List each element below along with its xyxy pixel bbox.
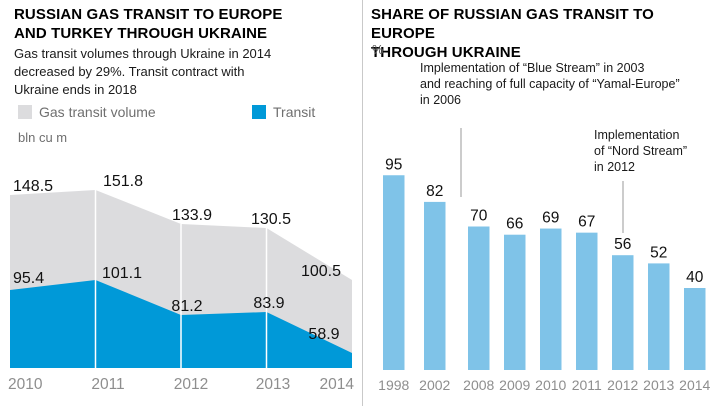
- left-chart-panel: RUSSIAN GAS TRANSIT TO EUROPE AND TURKEY …: [8, 5, 355, 393]
- bar-2002: [424, 201, 446, 370]
- bar-2009: [504, 234, 526, 370]
- x-axis-year-label: 2013: [643, 377, 674, 393]
- x-axis-year-label: 2011: [91, 376, 124, 393]
- text-line: Implementation of “Blue Stream” in 2003: [420, 61, 645, 75]
- bar-value-label: 70: [470, 208, 488, 225]
- annotation-blue-stream-yamal-europe: Implementation of “Blue Stream” in 2003 a…: [420, 60, 680, 108]
- bar-2013: [648, 263, 670, 370]
- x-axis-year-label: 2002: [419, 377, 450, 393]
- bar-value-label: 67: [578, 214, 595, 231]
- gas-volume-value-label: 151.8: [103, 173, 143, 190]
- left-chart-unit-label: bln cu m: [18, 130, 68, 145]
- x-axis-year-label: 2008: [463, 377, 494, 393]
- text-line: in 2012: [594, 160, 636, 174]
- legend-label: Gas transit volume: [39, 104, 156, 120]
- text-line: in 2006: [420, 93, 462, 107]
- transit-value-label: 95.4: [13, 270, 44, 287]
- gas-volume-value-label: 133.9: [172, 207, 212, 224]
- transit-value-label: 101.1: [102, 265, 142, 282]
- legend-swatch-icon: [252, 105, 266, 119]
- text-line: AND TURKEY THROUGH UKRAINE: [14, 25, 268, 42]
- left-area-chart: 148.5 151.8 133.9 130.5 100.5 95.4 101.1 81.2 83…: [8, 173, 355, 393]
- right-chart-panel: SHARE OF RUSSIAN GAS TRANSIT TO EUROPE TH…: [363, 0, 717, 406]
- text-line: THROUGH UKRAINE: [371, 44, 521, 61]
- left-chart-title: RUSSIAN GAS TRANSIT TO EUROPE AND TURKEY …: [14, 5, 282, 43]
- text-line: Implementation: [594, 128, 680, 142]
- gas-volume-value-label: 148.5: [13, 178, 53, 195]
- x-axis-year-label: 2012: [174, 376, 208, 393]
- text-line: and reaching of full capacity of “Yamal-…: [420, 77, 680, 91]
- legend-item-gas-transit-volume: Gas transit volume: [18, 104, 156, 120]
- bar-value-label: 56: [614, 236, 631, 253]
- x-axis-year-label: 2010: [8, 376, 43, 393]
- right-chart-title: SHARE OF RUSSIAN GAS TRANSIT TO EUROPE TH…: [371, 5, 717, 62]
- legend-swatch-icon: [18, 105, 32, 119]
- annotation-nord-stream: Implementation of “Nord Stream” in 2012: [594, 127, 687, 175]
- transit-value-label: 81.2: [171, 298, 202, 315]
- gas-volume-value-label: 100.5: [301, 263, 341, 280]
- legend-label: Transit: [273, 104, 316, 120]
- bar-2011: [576, 232, 598, 370]
- x-axis-year-label: 2014: [320, 376, 355, 393]
- bar-value-label: 95: [385, 156, 402, 173]
- bar-1998: [383, 175, 405, 370]
- transit-value-label: 83.9: [253, 295, 284, 312]
- bar-2012: [612, 255, 634, 370]
- x-axis-year-label: 2010: [535, 377, 566, 393]
- text-line: decreased by 29%. Transit contract with: [14, 64, 245, 79]
- x-axis-year-label: 2014: [679, 377, 710, 393]
- bar-2010: [540, 228, 562, 370]
- bar-value-label: 82: [426, 183, 443, 200]
- x-axis-year-label: 2011: [572, 377, 602, 393]
- left-chart-subtitle: Gas transit volumes through Ukraine in 2…: [14, 45, 271, 99]
- bar-value-label: 52: [650, 244, 667, 261]
- x-axis-year-label: 1998: [378, 377, 409, 393]
- bar-value-label: 40: [686, 269, 704, 286]
- x-axis-year-label: 2012: [607, 377, 638, 393]
- bar-2008: [468, 226, 490, 370]
- bar-2014: [684, 288, 706, 370]
- text-line: Ukraine ends in 2018: [14, 82, 137, 97]
- text-line: RUSSIAN GAS TRANSIT TO EUROPE: [14, 6, 283, 23]
- gas-volume-value-label: 130.5: [251, 211, 291, 228]
- bar-value-label: 69: [542, 210, 559, 227]
- text-line: SHARE OF RUSSIAN GAS TRANSIT TO EUROPE: [371, 6, 654, 42]
- x-axis-year-label: 2009: [499, 377, 530, 393]
- panel-divider: [362, 0, 363, 406]
- text-line: Gas transit volumes through Ukraine in 2…: [14, 46, 272, 61]
- bar-value-label: 66: [506, 216, 523, 233]
- transit-value-label: 58.9: [308, 326, 339, 343]
- legend-item-transit: Transit: [252, 104, 315, 120]
- text-line: of “Nord Stream”: [594, 144, 688, 158]
- right-chart-percent-label: %: [372, 42, 384, 57]
- right-bar-chart: 95 1998 82 2002 70 2008 66 2009 69 2010 67 2011 56 20…: [378, 128, 711, 393]
- x-axis-year-label: 2013: [256, 376, 290, 393]
